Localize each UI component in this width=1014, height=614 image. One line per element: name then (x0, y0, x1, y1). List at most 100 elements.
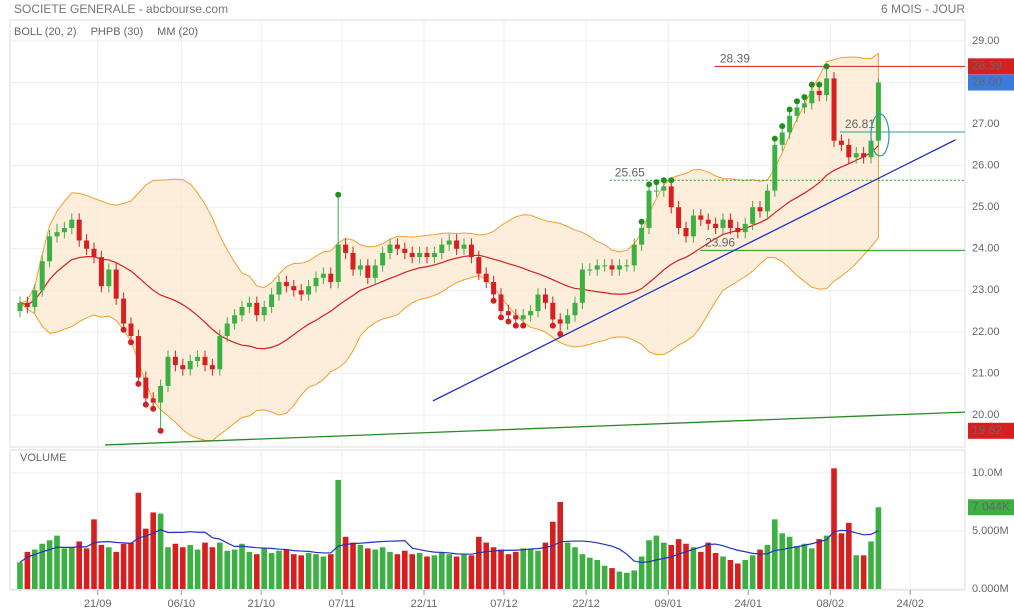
volume-bar (868, 541, 874, 589)
candle-body (454, 240, 460, 249)
volume-bar (231, 549, 238, 589)
volume-bar (490, 547, 497, 589)
y-tick-label: 21.00 (972, 367, 1000, 379)
phpb-low (490, 297, 497, 304)
volume-bar (424, 556, 430, 589)
volume-bar (54, 535, 60, 589)
price-box (968, 74, 1014, 91)
candle-body (254, 302, 260, 316)
candle-body (764, 190, 770, 212)
phpb-low (549, 322, 556, 329)
candle-body (572, 302, 578, 316)
volume-bar (816, 539, 823, 589)
level-label: 23.96 (705, 236, 735, 250)
candle-body (557, 319, 563, 324)
candle-body (683, 227, 689, 237)
volume-bar (712, 553, 719, 589)
volume-bar (431, 555, 438, 589)
candle-body (787, 115, 793, 133)
x-tick-label: 24/01 (734, 598, 762, 610)
volume-bar (675, 539, 682, 589)
volume-bar (646, 540, 652, 589)
volume-bar (446, 554, 453, 589)
volume-bar (557, 501, 564, 589)
volume-box (968, 499, 1014, 516)
x-tick-label: 22/11 (411, 598, 438, 610)
candle-body (483, 273, 489, 283)
volume-bar (61, 548, 68, 589)
candle-body (587, 269, 593, 271)
volume-bar (616, 571, 623, 589)
volume-bar (187, 544, 193, 589)
candle-body (313, 277, 319, 287)
volume-bar (298, 555, 304, 589)
volume-bar (91, 519, 97, 589)
volume-bar (875, 507, 882, 589)
volume-bar (609, 568, 615, 589)
volume-bar (483, 542, 490, 589)
volume-bar (328, 554, 334, 589)
phpb-high (638, 218, 645, 225)
candle-body (757, 207, 763, 212)
volume-bar (394, 554, 401, 589)
volume-bar (379, 547, 386, 589)
volume-bar (520, 548, 527, 589)
phpb-low (150, 405, 157, 412)
volume-bar (564, 542, 571, 589)
phpb-high (653, 179, 660, 186)
volume-bar (513, 551, 519, 589)
candle-body (98, 257, 104, 287)
level-label: 26.81 (845, 117, 875, 131)
volume-bar (313, 554, 319, 589)
candle-body (135, 336, 141, 378)
candle-body (402, 248, 408, 253)
volume-bar (17, 562, 23, 589)
volume-bar (202, 542, 208, 589)
trend-line (105, 411, 966, 446)
candle-body (24, 302, 30, 307)
phpb-low (157, 427, 164, 434)
plot-layer: 20.00 21.00 22.00 23.00 24.00 25.00 26.00 27.00… (10, 20, 1014, 610)
candle-body (17, 302, 23, 312)
volume-bar (98, 544, 105, 589)
volume-bar (638, 556, 645, 589)
candle-body (868, 140, 874, 158)
candle-body (779, 132, 785, 145)
x-tick-label: 06/10 (168, 598, 196, 610)
candle-body (639, 227, 645, 245)
volume-bar (809, 548, 815, 589)
phpb-high (823, 63, 830, 70)
volume-bar (172, 543, 179, 589)
candle-body (801, 103, 807, 108)
price-box (968, 58, 1014, 75)
candle-body (853, 153, 859, 158)
candle-body (624, 265, 630, 267)
candle-body (246, 302, 252, 307)
volume-bar (402, 550, 408, 589)
candle-body (165, 356, 171, 386)
y-tick-label: 26.00 (972, 160, 1000, 172)
phpb-low (505, 318, 512, 325)
x-tick-label: 21/10 (247, 598, 275, 610)
candle-body (631, 244, 637, 266)
x-tick-label: 09/01 (654, 598, 682, 610)
candle-body (698, 215, 704, 220)
volume-bar (39, 543, 45, 589)
volume-bar (194, 549, 201, 589)
candle-body (690, 215, 696, 237)
candle-body (172, 356, 178, 366)
volume-bar (631, 570, 638, 589)
candle-body (261, 306, 267, 316)
volume-bar (601, 565, 608, 589)
candle-body (387, 244, 393, 253)
phpb-high (335, 191, 342, 198)
volume-bar (801, 543, 808, 589)
volume-bar (216, 542, 223, 589)
candle-body (468, 244, 474, 258)
candle-body (809, 90, 815, 104)
volume-bar (624, 572, 630, 589)
phpb-low (120, 326, 127, 333)
volume-bar (764, 544, 771, 589)
header-title: SOCIETE GENERALE - abcbourse.com (14, 2, 228, 16)
candle-body (409, 252, 415, 258)
